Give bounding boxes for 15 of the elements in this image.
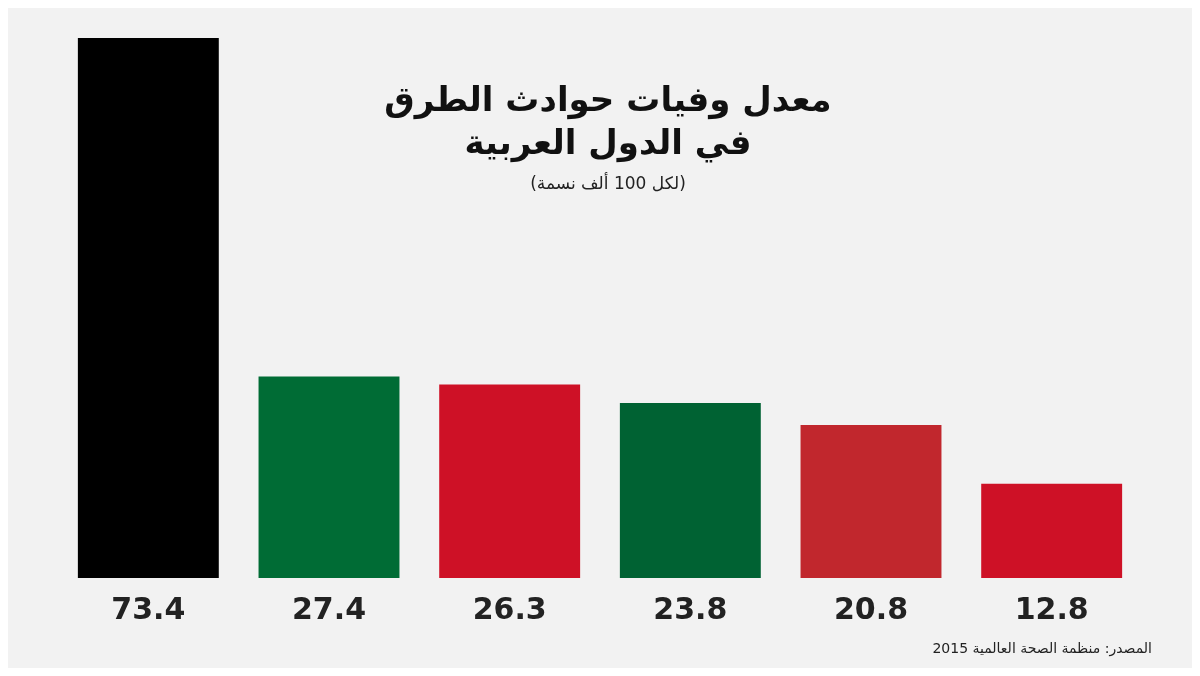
data-label: 27.4 bbox=[291, 590, 367, 626]
text: (لكل 100 ألف نسمة) bbox=[529, 173, 687, 193]
data-label: 12.8 bbox=[1014, 590, 1089, 626]
text: المصدر: منظمة الصحة العالمية 2015 bbox=[932, 640, 1152, 656]
data-label: 73.4 bbox=[111, 590, 186, 626]
bar bbox=[258, 376, 400, 578]
bar bbox=[439, 384, 581, 578]
text: معدل وفيات حوادث الطرق في الدول العربية bbox=[383, 78, 833, 163]
data-label: 23.8 bbox=[653, 590, 728, 626]
bar bbox=[800, 424, 942, 578]
data-label: 26.3 bbox=[472, 590, 547, 626]
bar bbox=[619, 402, 761, 578]
bar bbox=[981, 483, 1123, 578]
bar bbox=[77, 38, 219, 578]
data-label: 20.8 bbox=[833, 590, 909, 626]
